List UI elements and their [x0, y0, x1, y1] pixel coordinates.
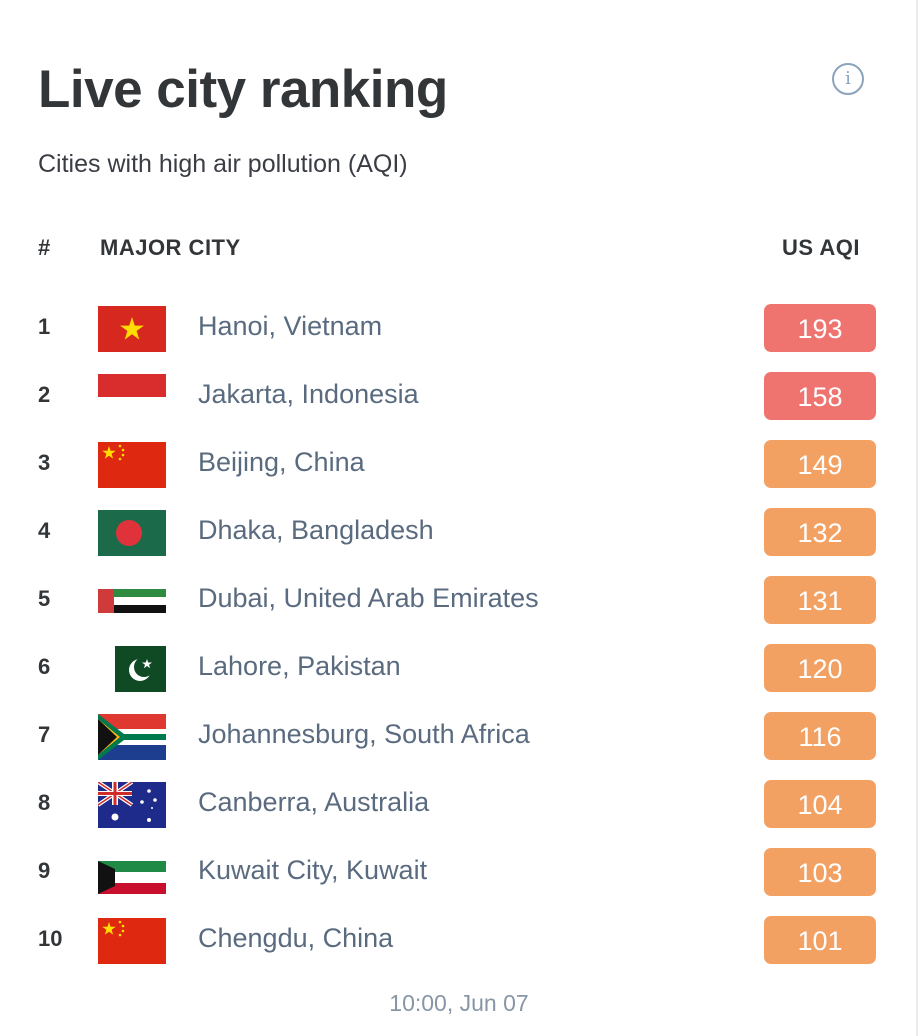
city-name[interactable]: Chengdu, China: [198, 923, 394, 953]
ranking-list: 1 Hanoi, Vietnam 193 2 Jakarta, Indonesi…: [0, 295, 918, 975]
aqi-badge: 116: [764, 712, 876, 760]
uae-flag-icon: [98, 578, 166, 624]
aqi-badge: 131: [764, 576, 876, 624]
city-name[interactable]: Lahore, Pakistan: [198, 651, 401, 681]
aqi-badge: 120: [764, 644, 876, 692]
rank-number: 1: [38, 314, 51, 339]
ranking-row[interactable]: 5 Dubai, United Arab Emirates 131: [0, 567, 918, 635]
rank-number: 3: [38, 450, 51, 475]
kuwait-flag-icon: [98, 850, 166, 896]
south-africa-flag-icon: [98, 714, 166, 760]
aqi-badge: 149: [764, 440, 876, 488]
rank-number: 10: [38, 926, 63, 951]
city-name[interactable]: Hanoi, Vietnam: [198, 311, 383, 341]
ranking-row[interactable]: 10 Chengdu, China 101: [0, 907, 918, 975]
city-name[interactable]: Dhaka, Bangladesh: [198, 515, 434, 545]
ranking-row[interactable]: 6 Lahore, Pakistan 120: [0, 635, 918, 703]
column-header-aqi: US AQI: [782, 235, 860, 260]
indonesia-flag-icon: [98, 374, 166, 420]
aqi-badge: 158: [764, 372, 876, 420]
rank-number: 5: [38, 586, 51, 611]
rank-number: 8: [38, 790, 51, 815]
city-name[interactable]: Dubai, United Arab Emirates: [198, 583, 539, 613]
ranking-row[interactable]: 8 Canberra, Australia 104: [0, 771, 918, 839]
ranking-row[interactable]: 2 Jakarta, Indonesia 158: [0, 363, 918, 431]
aqi-badge: 103: [764, 848, 876, 896]
ranking-row[interactable]: 9 Kuwait City, Kuwait 103: [0, 839, 918, 907]
australia-flag-icon: [98, 782, 166, 828]
rank-number: 4: [38, 518, 51, 543]
rank-number: 7: [38, 722, 51, 747]
vietnam-flag-icon: [98, 306, 166, 352]
pakistan-flag-icon: [98, 646, 166, 692]
ranking-row[interactable]: 1 Hanoi, Vietnam 193: [0, 295, 918, 363]
china-flag-icon: [98, 918, 166, 964]
rank-number: 2: [38, 382, 51, 407]
ranking-row[interactable]: 3 Beijing, China 149: [0, 431, 918, 499]
china-flag-icon: [98, 442, 166, 488]
info-icon[interactable]: i: [832, 63, 864, 95]
city-name[interactable]: Canberra, Australia: [198, 787, 430, 817]
aqi-badge: 101: [764, 916, 876, 964]
aqi-badge: 193: [764, 304, 876, 352]
rank-number: 9: [38, 858, 51, 883]
aqi-badge: 132: [764, 508, 876, 556]
aqi-badge: 104: [764, 780, 876, 828]
panel-border: [916, 0, 918, 1036]
ranking-row[interactable]: 4 Dhaka, Bangladesh 132: [0, 499, 918, 567]
city-name[interactable]: Johannesburg, South Africa: [198, 719, 530, 749]
column-header-rank: #: [38, 235, 51, 260]
city-name[interactable]: Kuwait City, Kuwait: [198, 855, 428, 885]
bangladesh-flag-icon: [98, 510, 166, 556]
page-subtitle: Cities with high air pollution (AQI): [38, 150, 408, 178]
ranking-row[interactable]: 7 Johannesburg, South Africa 116: [0, 703, 918, 771]
column-header-city: MAJOR CITY: [100, 235, 241, 260]
city-name[interactable]: Beijing, China: [198, 447, 365, 477]
city-name[interactable]: Jakarta, Indonesia: [198, 379, 419, 409]
update-timestamp: 10:00, Jun 07: [389, 990, 529, 1016]
rank-number: 6: [38, 654, 51, 679]
page-title: Live city ranking: [38, 60, 448, 119]
